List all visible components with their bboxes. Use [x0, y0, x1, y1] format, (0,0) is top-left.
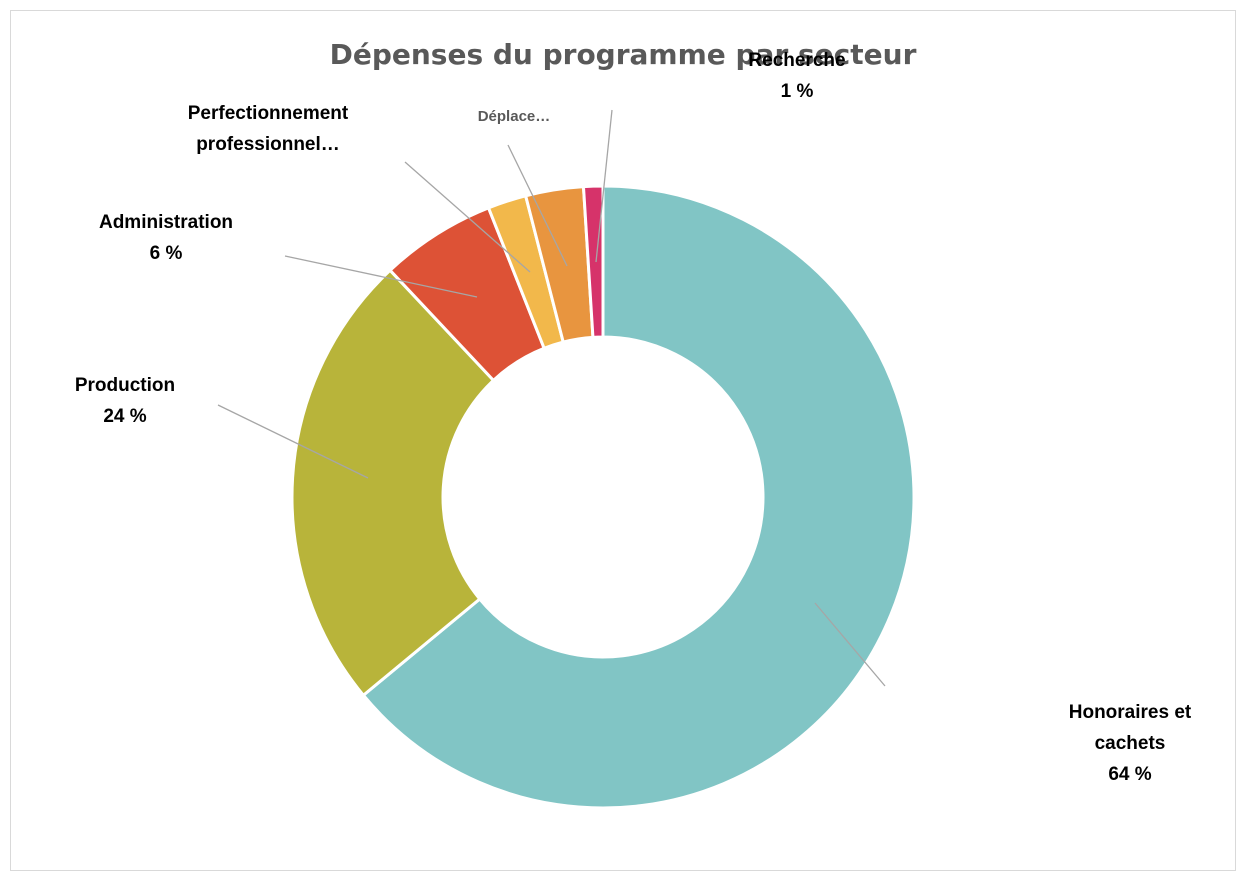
donut-segment — [581, 184, 605, 339]
value-label: 1 % — [780, 81, 814, 102]
leader-line — [404, 161, 531, 273]
value-label: 24 % — [103, 406, 147, 427]
donut-segment — [290, 268, 496, 698]
data-label: Honoraires et cachets 64 % — [1050, 697, 1210, 790]
value-label: 64 % — [1108, 764, 1152, 785]
data-label: Déplace… — [454, 101, 574, 132]
category-label: Honoraires et cachets — [1068, 702, 1192, 754]
leader-line — [217, 404, 369, 479]
value-label: 6 % — [149, 243, 183, 264]
leader-line — [595, 109, 613, 263]
category-label: Administration — [98, 212, 234, 233]
data-label: Perfectionnement professionnel… — [153, 98, 383, 160]
leader-line — [507, 144, 568, 267]
data-label: Administration 6 % — [66, 207, 266, 269]
data-label: Recherche 1 % — [727, 45, 867, 107]
category-label: Déplace… — [477, 108, 551, 125]
category-label: Production — [74, 375, 176, 396]
category-label: Recherche — [748, 50, 846, 71]
leader-line — [814, 602, 886, 687]
data-label: Production 24 % — [25, 370, 225, 432]
chart-title: Dépenses du programme par secteur — [329, 38, 917, 71]
chart-border — [10, 10, 1236, 871]
donut-segment — [361, 184, 916, 810]
category-label: Perfectionnement professionnel… — [187, 103, 349, 155]
leader-line — [284, 255, 478, 298]
